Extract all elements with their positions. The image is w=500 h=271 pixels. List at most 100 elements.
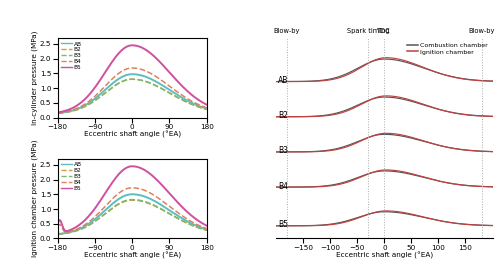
B4 — [142, 69, 148, 73]
AB — [54, 111, 60, 115]
B2 — [93, 219, 99, 222]
Line: B3: B3 — [58, 79, 206, 113]
B4 — [204, 106, 210, 109]
B3 — [167, 212, 173, 215]
B5 — [167, 72, 173, 75]
Text: B4: B4 — [278, 182, 288, 191]
B5 — [54, 111, 60, 114]
AB — [81, 225, 87, 228]
B2 — [204, 108, 210, 111]
B4 — [81, 103, 87, 106]
B2 — [81, 105, 87, 109]
Text: Blow-by: Blow-by — [468, 28, 495, 34]
B3 — [204, 108, 210, 111]
B5 — [142, 48, 148, 51]
B5 — [204, 103, 210, 106]
B5 — [122, 167, 128, 170]
B3 — [154, 205, 160, 208]
Line: B3: B3 — [58, 199, 206, 234]
Y-axis label: Ignition chamber pressure (MPa): Ignition chamber pressure (MPa) — [32, 140, 38, 257]
B2 — [142, 80, 148, 83]
B2 — [54, 233, 60, 236]
B4 — [168, 205, 173, 209]
B5 — [168, 193, 173, 196]
B5 — [54, 223, 60, 226]
Line: B4: B4 — [58, 188, 206, 232]
B3 — [122, 79, 128, 82]
B4 — [154, 76, 160, 79]
B5 — [154, 58, 160, 61]
Text: B2: B2 — [278, 111, 287, 120]
B4 — [122, 188, 128, 191]
B4 — [93, 214, 99, 217]
B2 — [154, 206, 160, 209]
Line: B2: B2 — [58, 79, 206, 113]
B2 — [129, 78, 135, 81]
B4 — [93, 94, 99, 97]
AB — [54, 233, 60, 236]
B3 — [81, 105, 87, 109]
B4 — [54, 111, 60, 115]
B2 — [81, 226, 87, 230]
Legend: AB, B2, B3, B4, B5: AB, B2, B3, B4, B5 — [60, 162, 82, 192]
B3 — [122, 199, 128, 202]
B5 — [81, 98, 87, 102]
B5 — [122, 46, 128, 49]
B3 — [54, 112, 60, 115]
B5 — [93, 85, 99, 88]
B4 — [81, 224, 87, 227]
B3 — [204, 228, 210, 232]
B5 — [129, 165, 135, 168]
B2 — [122, 200, 128, 203]
AB — [142, 195, 148, 198]
Line: B5: B5 — [58, 166, 206, 231]
B3 — [93, 219, 99, 222]
B2 — [167, 92, 173, 95]
B2 — [54, 112, 60, 115]
B2 — [154, 85, 160, 88]
B3 — [93, 98, 99, 102]
AB — [204, 107, 210, 110]
B4 — [154, 196, 160, 199]
Line: AB: AB — [58, 74, 206, 113]
Text: B3: B3 — [278, 146, 288, 155]
X-axis label: Eccentric shaft angle (°EA): Eccentric shaft angle (°EA) — [84, 131, 180, 138]
Line: B2: B2 — [58, 200, 206, 234]
Text: TDC: TDC — [378, 28, 391, 34]
B2 — [93, 98, 99, 102]
AB — [154, 81, 160, 84]
X-axis label: Eccentric shaft angle (°EA): Eccentric shaft angle (°EA) — [336, 252, 433, 259]
Line: AB: AB — [58, 194, 206, 234]
B4 — [167, 85, 173, 88]
Line: B5: B5 — [58, 45, 206, 112]
B4 — [64, 231, 70, 234]
AB — [129, 193, 135, 196]
AB — [81, 104, 87, 108]
B5 — [129, 44, 135, 47]
B5 — [204, 224, 210, 227]
B3 — [142, 80, 148, 83]
Legend: Combustion chamber, Ignition chamber: Combustion chamber, Ignition chamber — [406, 41, 489, 56]
Legend: AB, B2, B3, B4, B5: AB, B2, B3, B4, B5 — [60, 41, 82, 71]
B2 — [129, 199, 135, 202]
B4 — [143, 189, 149, 192]
AB — [154, 201, 160, 204]
B2 — [142, 201, 148, 204]
AB — [93, 96, 99, 99]
B3 — [81, 226, 87, 230]
B3 — [129, 78, 135, 81]
AB — [93, 217, 99, 220]
Text: AB: AB — [278, 76, 288, 85]
B4 — [129, 186, 135, 189]
AB — [122, 194, 128, 197]
X-axis label: Eccentric shaft angle (°EA): Eccentric shaft angle (°EA) — [84, 252, 180, 259]
B4 — [122, 68, 128, 71]
Y-axis label: In-cylinder pressure (MPa): In-cylinder pressure (MPa) — [32, 31, 38, 125]
AB — [167, 209, 173, 212]
B3 — [54, 233, 60, 236]
AB — [142, 75, 148, 78]
B5 — [154, 179, 160, 182]
B2 — [204, 229, 210, 232]
Text: B5: B5 — [278, 220, 288, 229]
B5 — [81, 219, 87, 222]
